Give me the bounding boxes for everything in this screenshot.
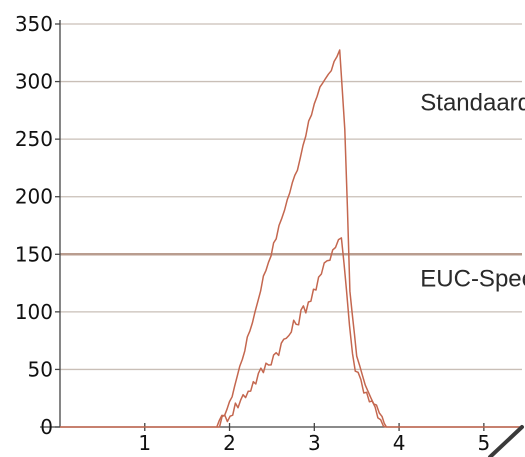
- label-layer: Standaard EUC-Speed: [420, 89, 525, 457]
- y-tick-label-50: 50: [28, 357, 53, 381]
- y-tick-label-250: 250: [15, 127, 53, 151]
- x-tick-label-4: 4: [393, 431, 406, 455]
- y-tick-label-150: 150: [15, 242, 53, 266]
- series-label-euc-speed: EUC-Speed: [420, 266, 525, 293]
- series-layer: [60, 49, 522, 428]
- series-line-euc-speed: [216, 237, 387, 428]
- y-tick-label-300: 300: [15, 70, 53, 94]
- y-tick-label-100: 100: [15, 300, 53, 324]
- series-label-standaard: Standaard: [420, 89, 525, 116]
- x-tick-label-1: 1: [138, 431, 151, 455]
- y-tick-label-200: 200: [15, 185, 53, 209]
- series-line-standaard: [60, 49, 522, 428]
- x-tick-label-5: 5: [477, 431, 490, 455]
- y-tick-label-0: 0: [40, 415, 53, 439]
- x-tick-label-2: 2: [223, 431, 236, 455]
- grid-layer: [60, 23, 522, 371]
- x-tick-label-3: 3: [308, 431, 321, 455]
- y-tick-label-350: 350: [15, 12, 53, 36]
- corner-decoration: [488, 425, 524, 457]
- axis-layer: 0 50 100 150 200 250 300 350 1 2 3 4 5: [15, 12, 522, 455]
